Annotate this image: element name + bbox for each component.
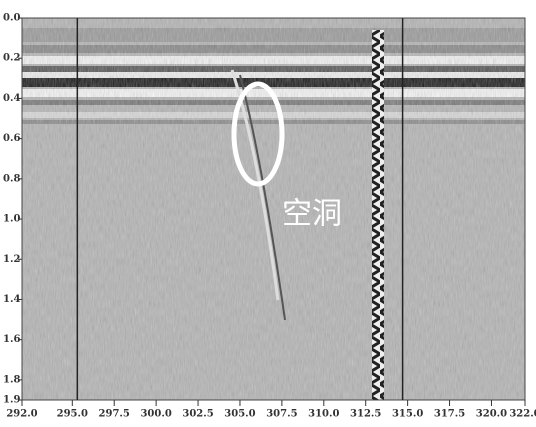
x-tick-label: 305.0 <box>224 409 255 420</box>
annotation: 空洞 <box>282 197 342 232</box>
x-tick-label: 302.5 <box>182 409 213 420</box>
x-tick-label: 292.0 <box>6 409 37 420</box>
x-tick-label: 310.0 <box>308 409 339 420</box>
x-tick-label: 307.5 <box>266 409 297 420</box>
x-tick-label: 297.5 <box>99 409 130 420</box>
y-tick-label: 0.6 <box>3 133 20 144</box>
y-tick-label: 0.0 <box>3 13 20 24</box>
x-tick-label: 320.0 <box>476 409 507 420</box>
y-tick-label: 0.4 <box>3 93 20 104</box>
y-tick-label: 1.9 <box>3 395 20 406</box>
x-tick-label: 317.5 <box>434 409 465 420</box>
y-tick-label: 0.2 <box>3 53 20 64</box>
x-tick-label: 315.0 <box>392 409 423 420</box>
x-tick-label: 300.0 <box>140 409 171 420</box>
y-tick-label: 1.2 <box>3 254 20 265</box>
y-tick-label: 1.8 <box>3 374 20 385</box>
x-tick-label: 312.5 <box>350 409 381 420</box>
x-tick-label: 295.0 <box>57 409 88 420</box>
y-tick-label: 1.4 <box>3 294 20 305</box>
y-tick-label: 1.6 <box>3 334 20 345</box>
radargram-image <box>21 17 526 401</box>
x-tick-label: 322.0 <box>509 409 536 420</box>
y-tick-label: 0.8 <box>3 173 20 184</box>
y-tick-label: 1.0 <box>3 214 20 225</box>
